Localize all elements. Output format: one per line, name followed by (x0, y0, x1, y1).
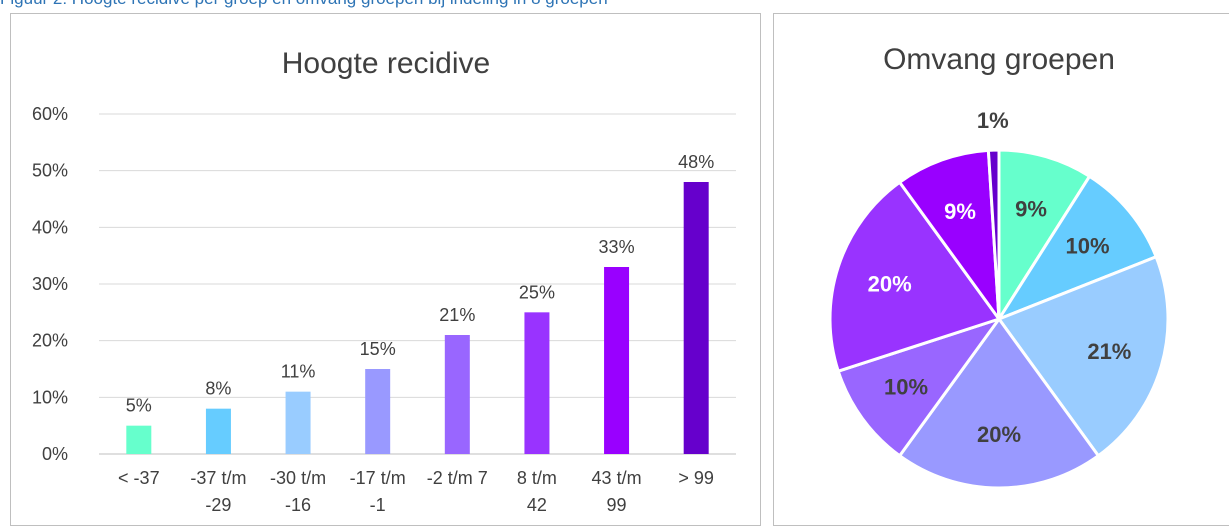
pie-slice (898, 148, 1001, 321)
bar (365, 369, 391, 454)
x-tick-label: < -37 (118, 468, 160, 488)
bar-data-label: 8% (205, 379, 231, 399)
pie-slice (836, 317, 1001, 458)
figure-caption: Figuur 2: Hoogte recidive per groep en o… (0, 0, 1229, 11)
bar (604, 267, 630, 454)
bar (444, 335, 470, 454)
bar (683, 182, 709, 454)
pie-chart: Omvang groepen 9% 10% 21% 20% 10% 20% 9% 1% (828, 43, 1170, 490)
y-tick-label: 20% (32, 331, 68, 351)
pie-data-label: 21% (1087, 339, 1131, 364)
bar-chart: Hoogte recidive 0% 10% 20% 30% 40% 50% 60% 5% 8… (32, 47, 736, 515)
y-tick-label: 10% (32, 387, 68, 407)
bar-chart-title: Hoogte recidive (282, 47, 490, 80)
bar-data-label: 33% (599, 237, 635, 257)
bar-data-label: 5% (126, 396, 152, 416)
pie-chart-panel: Omvang groepen 9% 10% 21% 20% 10% 20% 9% 1% (773, 13, 1229, 526)
pie-data-label: 10% (884, 375, 928, 400)
bar (524, 312, 550, 454)
bar (285, 391, 311, 454)
y-tick-label: 40% (32, 217, 68, 237)
pie-data-label: 1% (977, 108, 1009, 133)
y-tick-label: 30% (32, 274, 68, 294)
pie-data-label: 10% (1066, 234, 1110, 259)
bar-data-label: 11% (281, 362, 316, 382)
y-tick-label: 0% (42, 444, 68, 464)
bar (205, 408, 231, 454)
bar-data-label: 48% (678, 152, 714, 172)
pie-slice (986, 148, 1001, 321)
pie-data-label: 20% (977, 422, 1021, 447)
bar-data-label: 21% (439, 305, 475, 325)
bar-data-label: 15% (360, 339, 396, 359)
pie-chart-title: Omvang groepen (883, 43, 1115, 76)
pie-slice (898, 317, 1100, 490)
bar (126, 425, 152, 454)
x-tick-label: -30 t/m -16 (270, 468, 326, 515)
y-tick-label: 50% (32, 161, 68, 181)
x-tick-label: -17 t/m -1 (350, 468, 406, 515)
bar-data-label: 25% (519, 282, 555, 302)
pie-slice (997, 174, 1158, 321)
pie-data-label: 9% (1015, 197, 1047, 222)
x-tick-label: 8 t/m 42 (517, 468, 557, 515)
pie-data-label: 9% (944, 199, 976, 224)
x-tick-label: 43 t/m 99 (592, 468, 642, 515)
y-tick-label: 60% (32, 104, 68, 124)
pie-slice (828, 180, 1001, 373)
pie-slice (997, 148, 1092, 321)
bar-chart-panel: Hoogte recidive 0% 10% 20% 30% 40% 50% 60% 5% 8… (10, 13, 761, 526)
x-tick-label: > 99 (678, 468, 714, 488)
x-tick-label: -37 t/m -29 (190, 468, 246, 515)
pie-data-label: 20% (868, 271, 912, 296)
pie-slice (997, 255, 1170, 458)
x-tick-label: -2 t/m 7 (427, 468, 488, 488)
